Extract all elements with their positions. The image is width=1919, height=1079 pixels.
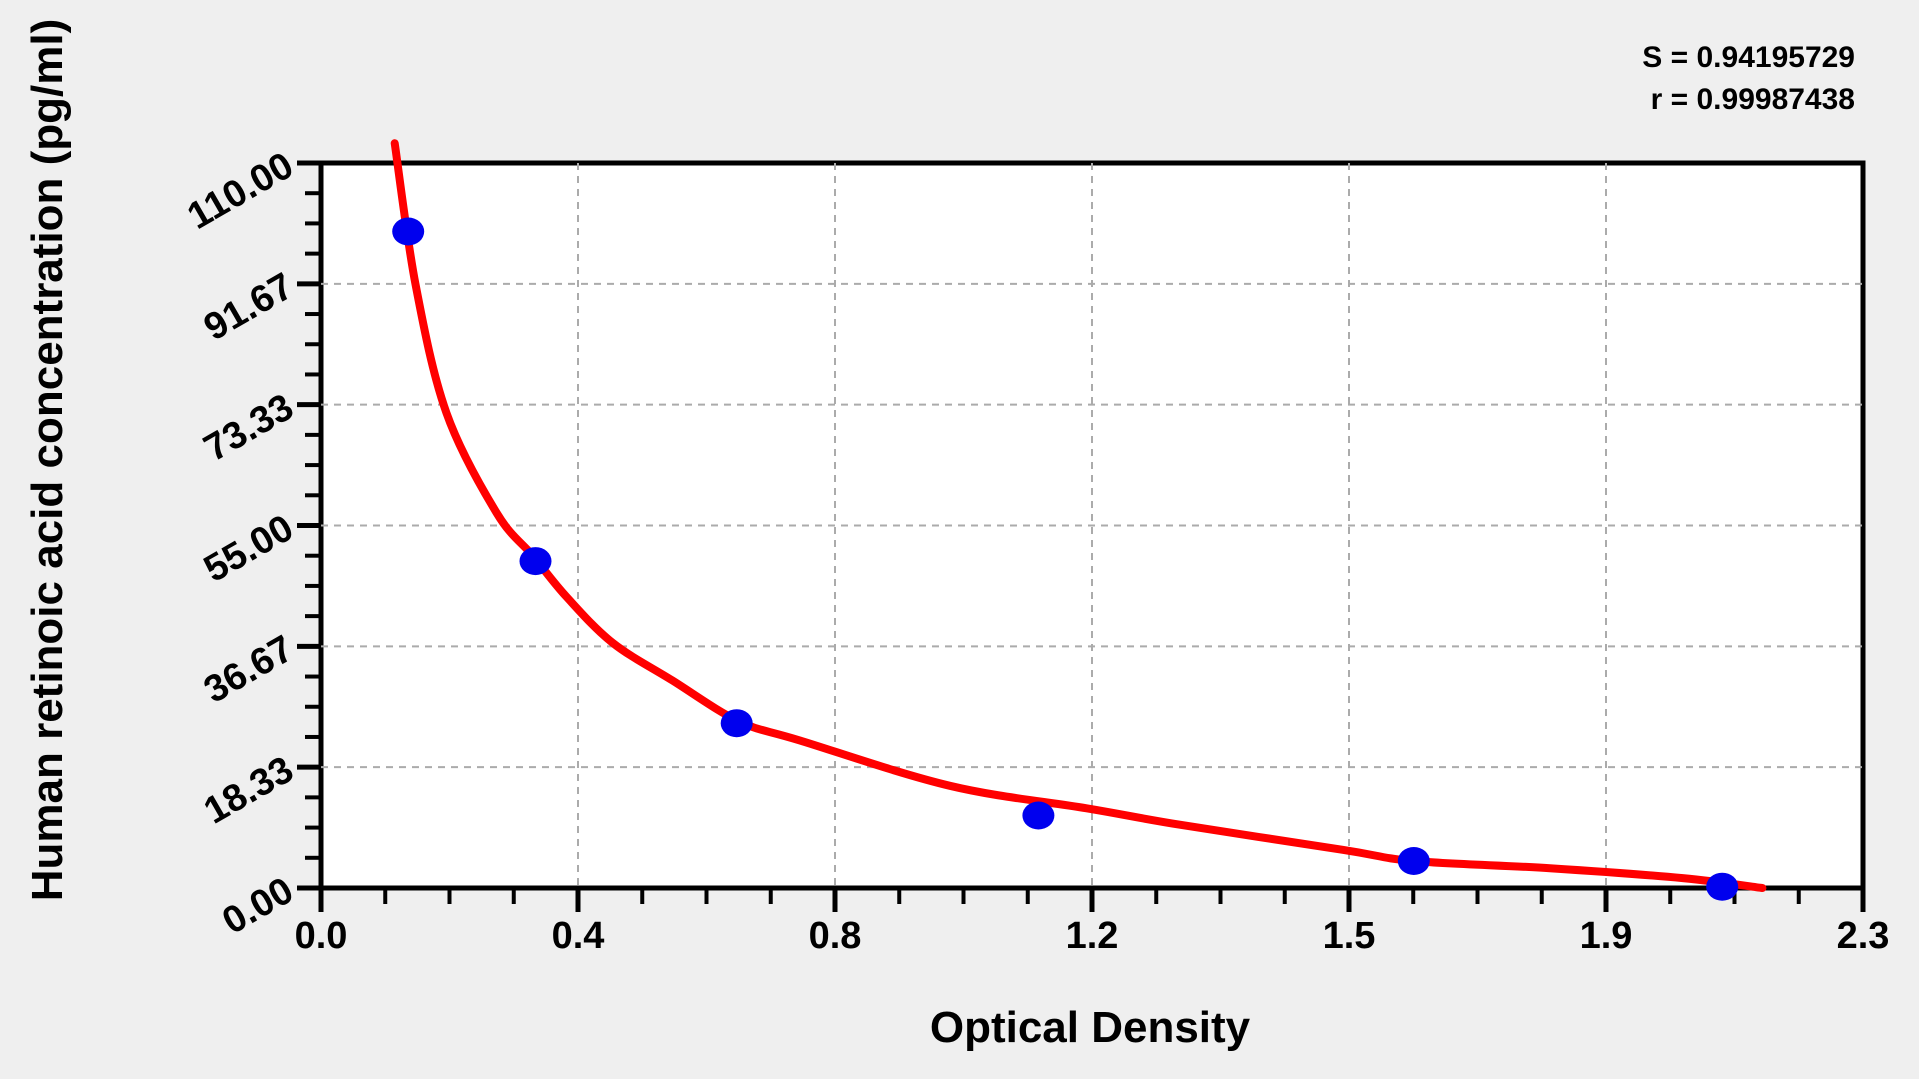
data-point xyxy=(1397,847,1430,875)
x-tick-label: 0.8 xyxy=(809,915,862,957)
data-point xyxy=(1022,801,1055,830)
y-axis-title: Human retinoic acid concentration (pg/ml… xyxy=(23,19,72,902)
x-tick-label: 1.2 xyxy=(1066,915,1119,957)
data-point xyxy=(720,709,753,738)
data-point xyxy=(392,217,425,246)
x-tick-label: 1.5 xyxy=(1323,915,1376,957)
x-tick-label: 1.9 xyxy=(1580,915,1633,957)
x-axis-title: Optical Density xyxy=(930,1003,1251,1052)
fit-curve-layer xyxy=(390,139,1767,892)
gridlines-layer xyxy=(321,163,1863,888)
x-tick-label: 0.0 xyxy=(295,915,348,957)
fit-curve xyxy=(390,139,1767,892)
x-tick-label: 2.3 xyxy=(1837,915,1890,957)
x-tick-label: 0.4 xyxy=(552,915,605,957)
stat-s-value: S = 0.94195729 xyxy=(1642,41,1855,74)
data-point xyxy=(519,547,552,576)
stat-r-value: r = 0.99987438 xyxy=(1651,83,1855,116)
data-points-layer xyxy=(392,217,1739,901)
data-point xyxy=(1706,872,1739,901)
ticks-layer xyxy=(297,160,1866,912)
